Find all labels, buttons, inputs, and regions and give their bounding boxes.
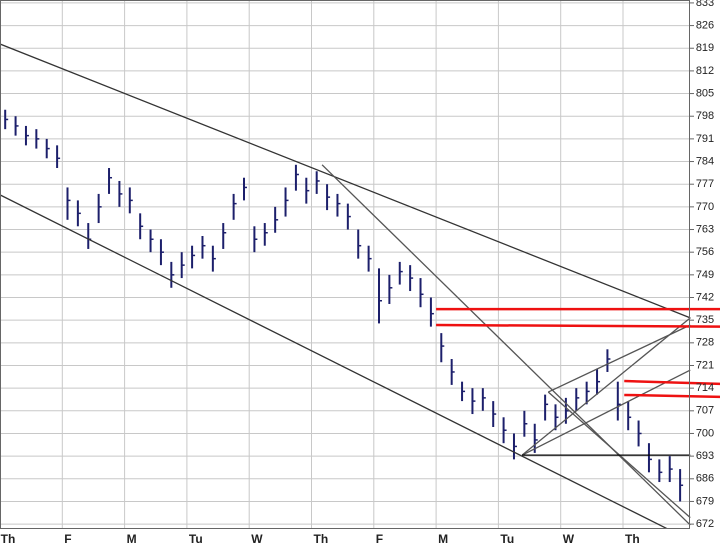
- bars: [4, 109, 684, 502]
- trendline: [521, 317, 691, 456]
- y-tick-label: 693: [696, 450, 714, 462]
- y-tick-label: 672: [696, 518, 714, 530]
- trendline: [624, 379, 720, 386]
- y-tick-label: 749: [696, 269, 714, 281]
- x-tick-label: Th: [314, 532, 329, 546]
- x-tick-label: F: [376, 532, 383, 546]
- x-tick-label: M: [127, 532, 137, 546]
- y-tick-label: 700: [696, 427, 714, 439]
- plot-border: [0, 0, 690, 529]
- y-tick-label: 763: [696, 223, 714, 235]
- y-tick-label: 728: [696, 337, 714, 349]
- y-tick-label: 707: [696, 405, 714, 417]
- y-tick-label: 819: [696, 42, 714, 54]
- y-tick-label: 805: [696, 87, 714, 99]
- x-tick-label: W: [563, 532, 575, 546]
- y-tick-label: 721: [696, 359, 714, 371]
- y-tick-label: 812: [696, 65, 714, 77]
- grid: [0, 0, 690, 528]
- x-tick-label: Tu: [189, 532, 203, 546]
- y-tick-label: 756: [696, 246, 714, 258]
- y-tick-label: 826: [696, 19, 714, 31]
- x-tick-label: W: [251, 532, 263, 546]
- trendlines: [0, 43, 720, 528]
- trendline: [0, 43, 691, 319]
- x-tick-label: M: [438, 532, 448, 546]
- trendline: [321, 164, 691, 526]
- y-tick-label: 791: [696, 133, 714, 145]
- trendline: [624, 393, 720, 399]
- y-tick-label: 784: [696, 155, 714, 167]
- x-tick-label: Th: [1, 532, 16, 546]
- y-tick-label: 714: [696, 382, 714, 394]
- y-tick-label: 833: [696, 0, 714, 9]
- y-tick-label: 735: [696, 314, 714, 326]
- y-tick-label: 798: [696, 110, 714, 122]
- y-tick-label: 742: [696, 291, 714, 303]
- x-tick-label: Th: [625, 532, 640, 546]
- y-tick-label: 777: [696, 178, 714, 190]
- y-tick-label: 686: [696, 473, 714, 485]
- x-tick-label: F: [64, 532, 71, 546]
- y-tick-label: 770: [696, 201, 714, 213]
- trendline: [521, 369, 691, 456]
- y-tick-label: 679: [696, 495, 714, 507]
- trendline: [0, 194, 668, 528]
- trendline: [436, 323, 720, 328]
- x-tick-label: Tu: [500, 532, 514, 546]
- trendline: [547, 324, 691, 393]
